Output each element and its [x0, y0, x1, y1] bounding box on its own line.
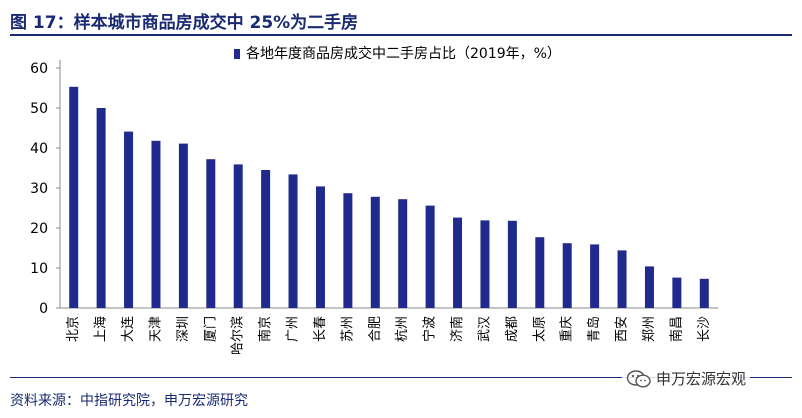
bar-20: [590, 244, 600, 308]
x-tick-label: 济南: [449, 316, 465, 342]
x-tick-label: 北京: [66, 316, 81, 342]
x-tick-label: 广州: [286, 316, 301, 342]
x-tick-label: 宁波: [422, 316, 438, 342]
y-tick-label: 50: [30, 101, 48, 117]
x-tick-label: 郑州: [642, 316, 657, 342]
y-tick-label: 60: [30, 61, 48, 77]
y-tick-label: 20: [30, 221, 48, 237]
bar-13: [398, 199, 408, 308]
bar-16: [480, 220, 490, 308]
bar-2: [96, 108, 106, 308]
x-tick-label: 杭州: [395, 316, 410, 342]
bar-8: [261, 170, 271, 308]
legend-label: 各地年度商品房成交中二手房占比（2019年，%）: [246, 45, 561, 62]
x-tick-label: 深圳: [176, 316, 191, 342]
bar-23: [672, 277, 682, 308]
x-tick-label: 厦门: [203, 316, 218, 342]
bar-12: [370, 196, 380, 308]
y-tick-label: 0: [39, 301, 48, 317]
x-tick-label: 武汉: [477, 316, 492, 342]
bar-7: [233, 164, 243, 308]
bar-9: [288, 174, 298, 308]
x-tick-label: 上海: [94, 316, 109, 342]
bar-17: [507, 220, 517, 308]
bar-15: [453, 217, 463, 308]
y-tick-label: 10: [30, 261, 48, 277]
wechat-icon: [626, 369, 651, 388]
legend-swatch: [234, 49, 240, 59]
x-tick-label: 成都: [505, 316, 520, 342]
bar-3: [124, 131, 134, 308]
bar-5: [178, 143, 188, 308]
x-tick-label: 青岛: [586, 316, 602, 342]
x-tick-label: 哈尔滨: [230, 316, 246, 355]
figure-title: 图 17：样本城市商品房成交中 25%为二手房: [10, 13, 359, 33]
x-tick-label: 南京: [257, 316, 273, 342]
footer-divider: [10, 377, 792, 378]
bar-14: [425, 205, 435, 308]
bar-11: [343, 193, 353, 308]
bar-18: [535, 237, 545, 308]
x-tick-label: 大连: [120, 316, 136, 342]
bar-21: [617, 250, 627, 308]
bar-6: [206, 159, 216, 308]
x-tick-label: 西安: [615, 316, 630, 342]
y-tick-label: 30: [30, 181, 48, 197]
source-note: 资料来源：中指研究院，申万宏源研究: [10, 393, 248, 409]
bar-1: [69, 86, 79, 308]
bar-22: [644, 266, 654, 308]
bar-19: [562, 243, 572, 308]
x-tick-label: 重庆: [559, 316, 575, 342]
x-tick-label: 南昌: [668, 316, 684, 342]
bar-10: [315, 186, 325, 308]
x-tick-label: 天津: [148, 316, 163, 342]
x-tick-label: 长沙: [697, 316, 712, 342]
y-tick-label: 40: [30, 141, 48, 157]
bar-chart: 0 10 20 30 40 50 60 北京 上海 大连 天津 深圳 厦门 哈尔滨 南京 广州 长春 苏州 合肥 杭州…: [30, 45, 718, 355]
bar-4: [151, 140, 161, 308]
bar-24: [699, 278, 709, 308]
watermark: 申万宏源宏观: [622, 368, 751, 389]
title-divider: [10, 34, 792, 36]
x-tick-label: 太原: [532, 316, 547, 342]
x-tick-label: 长春: [313, 316, 328, 342]
x-tick-label: 苏州: [339, 316, 355, 342]
x-tick-label: 合肥: [368, 316, 383, 342]
watermark-text: 申万宏源宏观: [656, 370, 747, 388]
